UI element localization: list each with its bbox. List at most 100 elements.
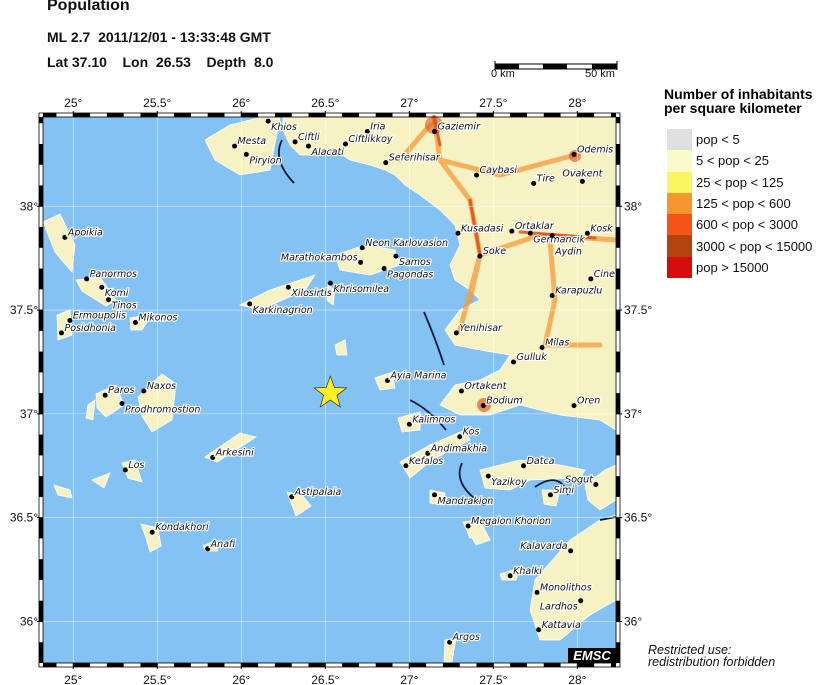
legend-swatch xyxy=(667,171,692,193)
town: Samos xyxy=(393,253,432,269)
frame-segment xyxy=(73,113,91,117)
frame-segment xyxy=(207,113,225,117)
frame-segment xyxy=(375,663,393,667)
frame-segment xyxy=(73,663,91,667)
frame-segment xyxy=(610,663,616,667)
town: Marathokambos xyxy=(280,251,364,265)
town-dot-icon xyxy=(102,392,108,398)
town-label: Khalki xyxy=(513,566,542,577)
frame-segment xyxy=(39,143,43,165)
town-label: Mandrakion xyxy=(438,496,494,507)
legend-swatch xyxy=(667,192,692,215)
frame-segment xyxy=(442,663,460,667)
town-dot-icon xyxy=(393,253,399,259)
town-label: Kusadasi xyxy=(461,223,504,234)
frame-segment xyxy=(577,663,595,667)
town: Kefalos xyxy=(403,455,444,469)
event-info: ML 2.7 2011/12/01 - 13:33:48 GMT xyxy=(47,29,271,45)
town-dot-icon xyxy=(453,330,459,336)
frame-segment xyxy=(39,517,43,539)
town: Astipalaia xyxy=(289,486,343,500)
lon-tick-label-top: 26.5° xyxy=(311,96,339,110)
frame-segment xyxy=(543,113,561,117)
town: Alacati xyxy=(305,143,345,159)
lat-tick-label-left: 36.5° xyxy=(10,511,38,525)
legend-label: 25 < pop < 125 xyxy=(696,174,784,190)
town: Ortaklar xyxy=(509,220,556,234)
scale-bar xyxy=(494,61,618,70)
town-dot-icon xyxy=(106,297,112,303)
lon-tick-label-top: 27.5° xyxy=(479,96,507,110)
town-dot-icon xyxy=(149,529,155,535)
town-dot-icon xyxy=(119,400,125,406)
usage-notice: Restricted use: redistribution forbidden xyxy=(648,644,775,669)
town-dot-icon xyxy=(364,129,370,135)
frame-segment xyxy=(616,268,620,290)
town-dot-icon xyxy=(62,234,68,240)
town-label: Anafi xyxy=(210,539,236,550)
town-label: Kosk xyxy=(590,223,613,234)
frame-segment xyxy=(39,642,43,663)
town-label: Ortaklar xyxy=(515,221,555,232)
lat-tick-label-left: 37° xyxy=(20,407,38,421)
town-dot-icon xyxy=(509,228,515,234)
town-dot-icon xyxy=(571,403,577,409)
town-dot-icon xyxy=(458,388,464,394)
town: Los xyxy=(122,459,146,473)
town-dot-icon xyxy=(359,245,365,251)
lat-tick-label-left: 36° xyxy=(20,614,38,628)
town: Mandrakion xyxy=(432,492,494,508)
frame-segment xyxy=(616,185,620,207)
frame-segment xyxy=(409,113,427,117)
town: Pagondas xyxy=(381,266,434,282)
town: Gaziemir xyxy=(432,120,482,135)
legend-title-line2: per square kilometer xyxy=(664,100,802,116)
frame-segment xyxy=(39,268,43,290)
legend-label: 5 < pop < 25 xyxy=(696,153,770,169)
lon-tick-label-bottom: 25° xyxy=(64,673,82,685)
frame-segment xyxy=(308,663,326,667)
town-label: Tinos xyxy=(112,301,137,312)
lat-tick-label-right: 37° xyxy=(624,407,642,421)
lat-tick-label-left: 38° xyxy=(20,199,38,213)
town-label: Los xyxy=(128,460,144,471)
town-dot-icon xyxy=(480,403,486,409)
town-dot-icon xyxy=(425,450,431,456)
town-dot-icon xyxy=(432,129,438,135)
town-label: Kalavarda xyxy=(520,541,568,552)
town-label: Ortakent xyxy=(464,381,507,392)
town-label: Sogut xyxy=(565,474,594,485)
town: Kalavarda xyxy=(519,540,574,554)
turkey-coast xyxy=(282,116,617,431)
town-dot-icon xyxy=(531,180,537,186)
town-dot-icon xyxy=(521,463,527,469)
town-dot-icon xyxy=(132,320,138,326)
lon-tick-label-bottom: 28° xyxy=(568,673,586,685)
frame-segment xyxy=(577,113,595,117)
legend-item: 25 < pop < 125 xyxy=(667,171,812,193)
fournoi-island xyxy=(326,284,336,306)
town: Panormos xyxy=(84,268,138,282)
town-label: Cine xyxy=(594,269,615,280)
town: Simi xyxy=(547,484,575,498)
frame-segment xyxy=(375,113,393,117)
ios-island xyxy=(121,459,143,483)
town: Kosk xyxy=(584,222,614,236)
symi-island xyxy=(541,489,561,507)
town-dot-icon xyxy=(588,276,594,282)
epicenter-star-icon[interactable] xyxy=(313,375,348,408)
town-dot-icon xyxy=(539,344,545,350)
town-label: Seferihisar xyxy=(389,153,441,164)
frame-segment xyxy=(543,663,561,667)
town: Aydin xyxy=(549,232,583,258)
town-label: Alacati xyxy=(310,147,344,158)
frame-segment xyxy=(409,663,427,667)
town: Kusadasi xyxy=(455,222,505,236)
legend-swatch xyxy=(667,129,692,151)
frame-segment xyxy=(241,663,259,667)
town-label: Simi xyxy=(553,485,574,496)
town-dot-icon xyxy=(210,454,216,460)
frame-segment xyxy=(308,113,326,117)
map-frame: 25° 25° 25.5° 25.5° 26° 26° 26.5° 26.5° 27° 27° 27… xyxy=(10,96,653,685)
